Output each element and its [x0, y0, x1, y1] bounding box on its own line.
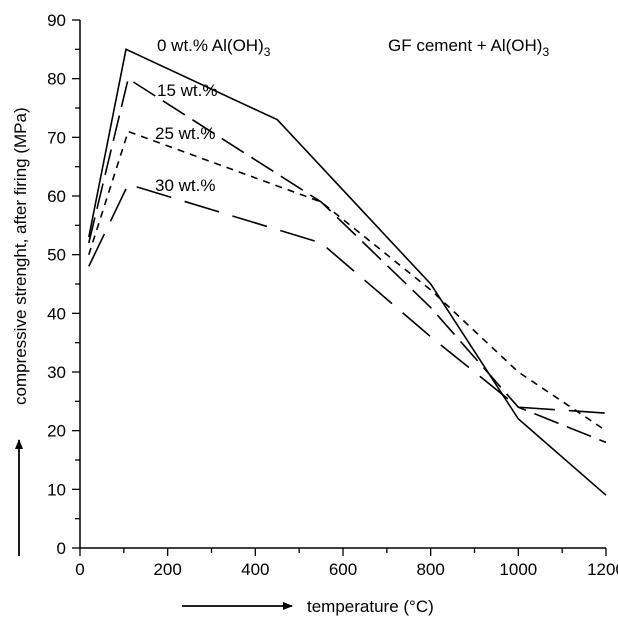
y-tick-label: 10 — [47, 480, 66, 499]
series-line-3 — [88, 183, 607, 414]
x-tick-label: 200 — [153, 560, 181, 579]
x-tick-label: 800 — [416, 560, 444, 579]
y-tick-label: 70 — [47, 128, 66, 147]
y-tick-label: 80 — [47, 70, 66, 89]
y-tick-label: 20 — [47, 422, 66, 441]
x-tick-label: 0 — [75, 560, 84, 579]
series-line-1 — [88, 77, 607, 444]
series-label-0: 0 wt.% Al(OH)3 — [157, 36, 271, 59]
series-line-0 — [88, 48, 607, 496]
x-tick-label: 1000 — [499, 560, 537, 579]
series-lines — [88, 48, 607, 496]
chart-annotation: GF cement + Al(OH)3 — [388, 36, 549, 59]
series-line-2 — [88, 130, 607, 432]
series-label-3: 30 wt.% — [155, 176, 215, 195]
y-tick-label: 60 — [47, 187, 66, 206]
y-tick-label: 30 — [47, 363, 66, 382]
y-tick-label: 90 — [47, 11, 66, 30]
x-axis-title: temperature (°C) — [307, 597, 434, 616]
y-tick-label: 0 — [57, 539, 66, 558]
series-label-2: 25 wt.% — [155, 124, 215, 143]
x-tick-label: 600 — [329, 560, 357, 579]
x-tick-label: 400 — [241, 560, 269, 579]
y-axis-title: compressive strenght, after firing (MPa) — [11, 107, 30, 405]
y-tick-label: 50 — [47, 246, 66, 265]
y-tick-label: 40 — [47, 304, 66, 323]
y-axis-ticks: 0 10 20 30 40 50 60 70 80 90 — [47, 11, 80, 558]
series-label-1: 15 wt.% — [157, 81, 217, 100]
